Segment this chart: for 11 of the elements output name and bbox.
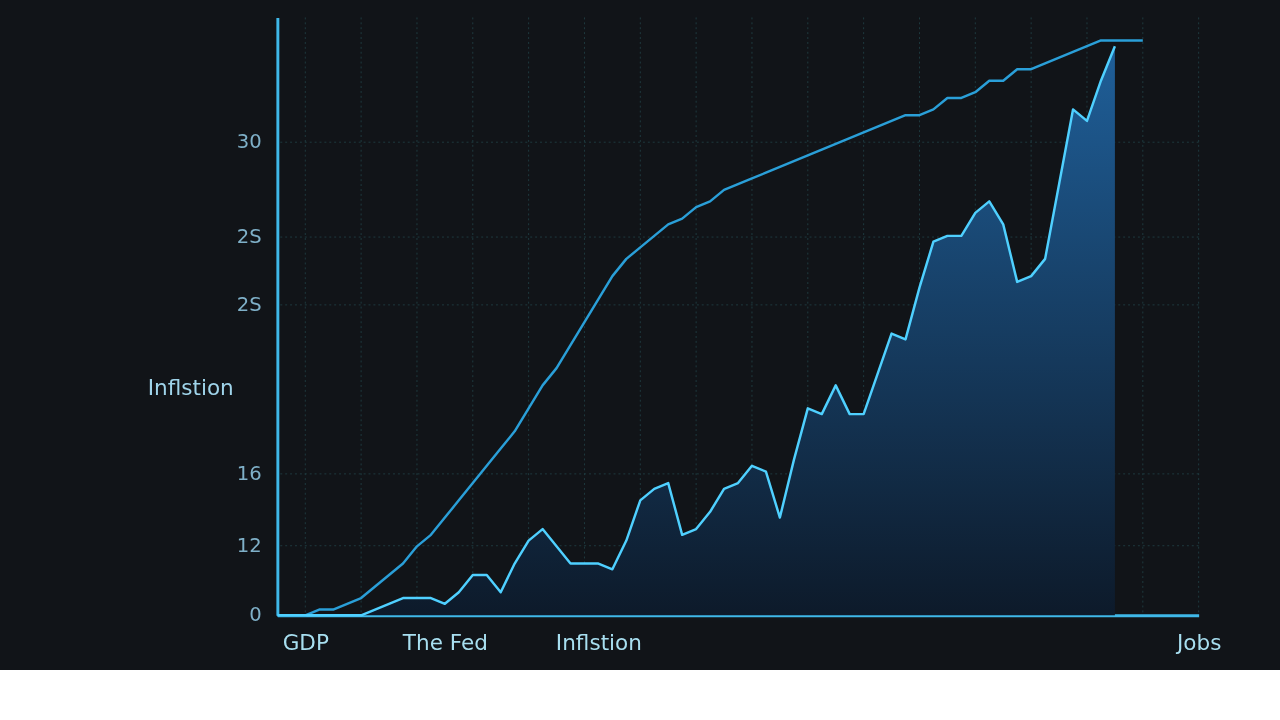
text: 2S (236, 224, 262, 248)
text: 16 (236, 461, 262, 485)
y-axis-title: Inflstion (147, 375, 234, 401)
x-tick-label: Jobs (1174, 630, 1222, 656)
text: 30 (236, 130, 262, 154)
text: 0 (249, 603, 262, 627)
x-tick-label: The Fed (401, 630, 488, 656)
text: 2S (236, 292, 262, 316)
x-tick-label: Inflstion (555, 630, 642, 656)
x-tick-label: GDP (282, 630, 329, 656)
text: 12 (236, 533, 262, 557)
